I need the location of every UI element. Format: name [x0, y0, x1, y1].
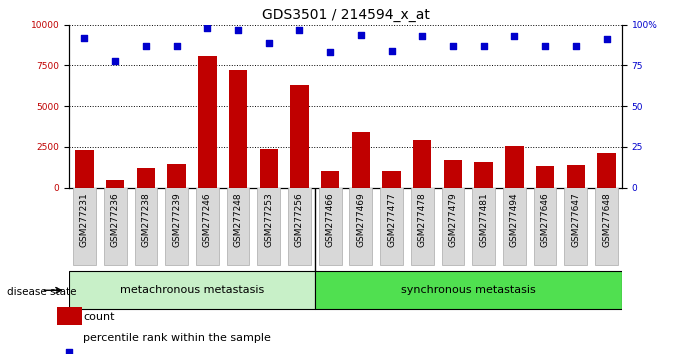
Text: GSM277646: GSM277646 [540, 192, 549, 247]
Bar [137, 168, 155, 188]
FancyBboxPatch shape [503, 186, 526, 265]
Text: GSM277477: GSM277477 [387, 192, 396, 247]
Bar [57, 307, 82, 325]
Point [263, 40, 274, 46]
Point [232, 27, 243, 33]
FancyBboxPatch shape [135, 186, 158, 265]
FancyBboxPatch shape [319, 186, 341, 265]
Text: GSM277494: GSM277494 [510, 192, 519, 247]
Bar [69, 271, 315, 309]
FancyBboxPatch shape [227, 186, 249, 265]
FancyBboxPatch shape [595, 186, 618, 265]
Text: GSM277647: GSM277647 [571, 192, 580, 247]
FancyBboxPatch shape [533, 186, 556, 265]
Point [417, 33, 428, 39]
Point [79, 35, 90, 41]
Text: GSM277248: GSM277248 [234, 192, 243, 247]
Bar [505, 146, 524, 188]
Point [140, 43, 151, 49]
Bar [290, 85, 309, 188]
Point [294, 27, 305, 33]
Point [540, 43, 551, 49]
FancyBboxPatch shape [350, 186, 372, 265]
FancyBboxPatch shape [288, 186, 311, 265]
Bar [106, 180, 124, 188]
FancyBboxPatch shape [196, 186, 218, 265]
Point [64, 349, 75, 354]
Text: GSM277478: GSM277478 [418, 192, 427, 247]
Bar [75, 150, 94, 188]
Text: GSM277648: GSM277648 [602, 192, 611, 247]
Bar [413, 139, 431, 188]
Point [110, 58, 121, 63]
FancyBboxPatch shape [165, 186, 188, 265]
Text: GSM277236: GSM277236 [111, 192, 120, 247]
Point [386, 48, 397, 54]
Bar [475, 162, 493, 188]
FancyBboxPatch shape [380, 186, 403, 265]
Point [355, 32, 366, 38]
FancyBboxPatch shape [473, 186, 495, 265]
FancyBboxPatch shape [442, 186, 464, 265]
Bar [536, 166, 554, 188]
Bar [321, 171, 339, 188]
FancyBboxPatch shape [411, 186, 434, 265]
FancyBboxPatch shape [565, 186, 587, 265]
Bar [382, 171, 401, 188]
Bar [597, 153, 616, 188]
Text: percentile rank within the sample: percentile rank within the sample [83, 333, 271, 343]
Point [601, 36, 612, 42]
Point [171, 43, 182, 49]
Bar [567, 165, 585, 188]
Point [325, 50, 336, 55]
Text: GSM277469: GSM277469 [357, 192, 366, 247]
Text: GSM277239: GSM277239 [172, 192, 181, 247]
Point [478, 43, 489, 49]
FancyBboxPatch shape [73, 186, 96, 265]
Bar [315, 271, 622, 309]
Bar [352, 132, 370, 188]
Text: metachronous metastasis: metachronous metastasis [120, 285, 264, 295]
Text: GSM277481: GSM277481 [479, 192, 489, 247]
Text: GSM277253: GSM277253 [264, 192, 273, 247]
Text: GSM277231: GSM277231 [80, 192, 89, 247]
Point [509, 33, 520, 39]
Point [570, 43, 581, 49]
Text: disease state: disease state [7, 287, 77, 297]
Title: GDS3501 / 214594_x_at: GDS3501 / 214594_x_at [262, 8, 429, 22]
Bar [198, 56, 216, 188]
Text: synchronous metastasis: synchronous metastasis [401, 285, 536, 295]
Bar [444, 160, 462, 188]
Text: GSM277238: GSM277238 [142, 192, 151, 247]
Point [448, 43, 459, 49]
Bar [229, 70, 247, 188]
Text: GSM277479: GSM277479 [448, 192, 457, 247]
Text: GSM277466: GSM277466 [325, 192, 334, 247]
Text: count: count [83, 312, 115, 322]
FancyBboxPatch shape [104, 186, 126, 265]
Bar [260, 149, 278, 188]
Bar [167, 164, 186, 188]
Point [202, 25, 213, 31]
FancyBboxPatch shape [257, 186, 280, 265]
Text: GSM277246: GSM277246 [202, 192, 212, 247]
Text: GSM277256: GSM277256 [295, 192, 304, 247]
